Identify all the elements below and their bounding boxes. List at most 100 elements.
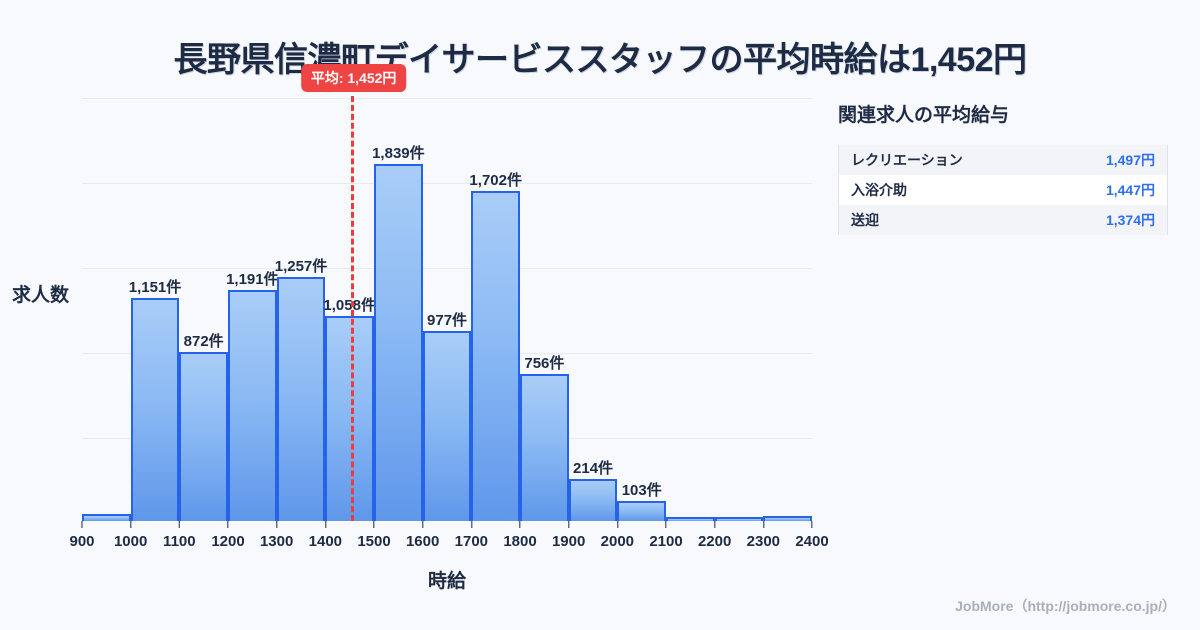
bar-value-label: 1,257件: [274, 258, 328, 276]
bar-value-label: 1,151件: [128, 278, 182, 296]
related-salary-row-value: 1,497円: [1105, 152, 1155, 168]
histogram-bar[interactable]: 1,058件: [323, 297, 376, 521]
x-axis-tick: 1900: [552, 521, 585, 550]
x-axis-tick-label: 1900: [551, 533, 586, 550]
tick-mark: [616, 521, 618, 528]
histogram-bar[interactable]: [666, 517, 715, 521]
tick-mark: [227, 521, 229, 528]
x-axis-tick: 1100: [163, 521, 196, 550]
bar-slot: 1,702件: [469, 96, 522, 521]
x-axis-tick: 900: [69, 521, 95, 550]
related-salary-row[interactable]: 送迎 1,374円: [839, 205, 1167, 235]
plot-area: 1,151件 872件 1,191件 1,257件 1,058件 1,839件 977件 1,…: [82, 64, 813, 521]
bar-value-label: 1,191件: [226, 270, 279, 288]
x-axis-tick-label: 1700: [454, 533, 489, 550]
bar-value-label: 756件: [524, 355, 565, 373]
bar-slot: 214件: [568, 96, 618, 521]
bar-slot: 872件: [179, 96, 229, 521]
x-axis-tick-label: 2000: [600, 533, 635, 550]
x-axis-tick-label: 2100: [649, 533, 683, 550]
x-axis-tick-label: 1400: [308, 533, 343, 550]
tick-mark: [422, 521, 424, 528]
histogram-bar[interactable]: [714, 517, 764, 521]
x-axis-tick-label: 1500: [357, 533, 391, 550]
x-axis-tick-label: 1100: [163, 533, 196, 550]
bar-slot: [82, 96, 131, 521]
x-axis-tick: 1800: [503, 521, 537, 550]
tick-mark: [178, 521, 180, 528]
x-axis-tick: 2100: [649, 521, 683, 550]
related-salary-table: レクリエーション 1,497円入浴介助 1,447円送迎 1,374円: [838, 145, 1168, 235]
x-axis-tick-label: 1200: [211, 533, 245, 550]
x-axis-tick: 1300: [260, 521, 293, 550]
x-axis-tick: 1600: [406, 521, 439, 550]
histogram-bar[interactable]: 1,839件: [372, 145, 425, 521]
related-salary-row-label: 送迎: [851, 212, 879, 228]
tick-mark: [324, 521, 326, 528]
histogram-bar[interactable]: 1,151件: [129, 279, 181, 521]
x-axis-tick-label: 1600: [405, 533, 440, 550]
bar-slot: 103件: [617, 96, 667, 521]
bar-slot: 1,151件: [129, 96, 181, 521]
bar-value-label: 1,839件: [372, 145, 425, 163]
x-axis-tick: 2300: [747, 521, 780, 550]
histogram-bar[interactable]: 1,702件: [469, 172, 522, 521]
histogram-bar[interactable]: [82, 514, 131, 521]
histogram-bar[interactable]: 1,257件: [275, 258, 327, 521]
x-axis-tick: 2200: [698, 521, 731, 550]
histogram-bar[interactable]: 977件: [422, 312, 472, 521]
histogram-bar[interactable]: [763, 515, 813, 521]
bar-value-label: 214件: [573, 460, 614, 478]
average-line: 平均: 1,452円: [300, 64, 407, 521]
histogram-chart: 求人数 1,151件 872件 1,191件 1,257件 1,058件 1,839件 97…: [0, 64, 830, 598]
histogram-bar[interactable]: 103件: [617, 482, 667, 521]
tick-mark: [373, 521, 375, 528]
bar-value-label: 1,058件: [323, 296, 376, 314]
tick-mark: [276, 521, 278, 528]
x-axis-tick-label: 900: [69, 533, 95, 550]
bar-value-label: 103件: [621, 482, 662, 500]
x-axis-tick: 2400: [795, 521, 829, 550]
tick-mark: [665, 521, 667, 528]
tick-mark: [762, 521, 764, 528]
gridline: [82, 268, 812, 269]
histogram-bar[interactable]: 756件: [520, 355, 569, 521]
x-axis-title: 時給: [427, 571, 466, 592]
related-salary-row[interactable]: レクリエーション 1,497円: [839, 145, 1167, 175]
bar-slot: 1,058件: [323, 96, 376, 521]
gridline: [82, 183, 812, 184]
histogram-bar[interactable]: 872件: [179, 333, 229, 521]
bar-slot: [714, 96, 764, 521]
bar-value-label: 1,702件: [469, 171, 522, 189]
related-salary-row-value: 1,447円: [1105, 182, 1155, 198]
tick-mark: [130, 521, 132, 528]
tick-mark: [519, 521, 521, 528]
bar-slot: 977件: [422, 96, 472, 521]
bar-slot: 1,839件: [372, 96, 425, 521]
x-axis-tick-label: 1000: [113, 533, 148, 550]
bar-slot: 1,191件: [226, 96, 279, 521]
tick-mark: [470, 521, 472, 528]
x-axis-tick: 1500: [357, 521, 391, 550]
related-salary-panel: 関連求人の平均給与 レクリエーション 1,497円入浴介助 1,447円送迎 1,37…: [838, 100, 1168, 235]
histogram-bar[interactable]: 214件: [568, 460, 618, 521]
x-axis-tick-label: 1800: [503, 533, 537, 550]
histogram-bar[interactable]: 1,191件: [226, 271, 279, 521]
related-salary-row-value: 1,374円: [1105, 212, 1155, 228]
x-axis-tick-label: 2300: [746, 533, 781, 550]
related-salary-row[interactable]: 入浴介助 1,447円: [839, 175, 1167, 205]
bar-slot: 1,257件: [275, 96, 327, 521]
x-axis-tick: 1200: [211, 521, 245, 550]
y-axis-title: 求人数: [12, 285, 70, 306]
tick-mark: [81, 521, 83, 528]
page-title: 長野県信濃町デイサービススタッフの平均時給は1,452円: [173, 41, 1027, 79]
related-salary-row-label: レクリエーション: [851, 152, 963, 168]
bar-value-label: 872件: [183, 332, 224, 350]
x-axis-tick: 1000: [114, 521, 147, 550]
tick-mark: [811, 521, 813, 528]
bar-slot: [666, 96, 715, 521]
related-salary-title: 関連求人の平均給与: [838, 105, 1010, 126]
bar-value-label: 977件: [427, 312, 468, 330]
bar-group: 1,151件 872件 1,191件 1,257件 1,058件 1,839件 977件 1,…: [82, 96, 813, 521]
bar-slot: [763, 96, 813, 521]
